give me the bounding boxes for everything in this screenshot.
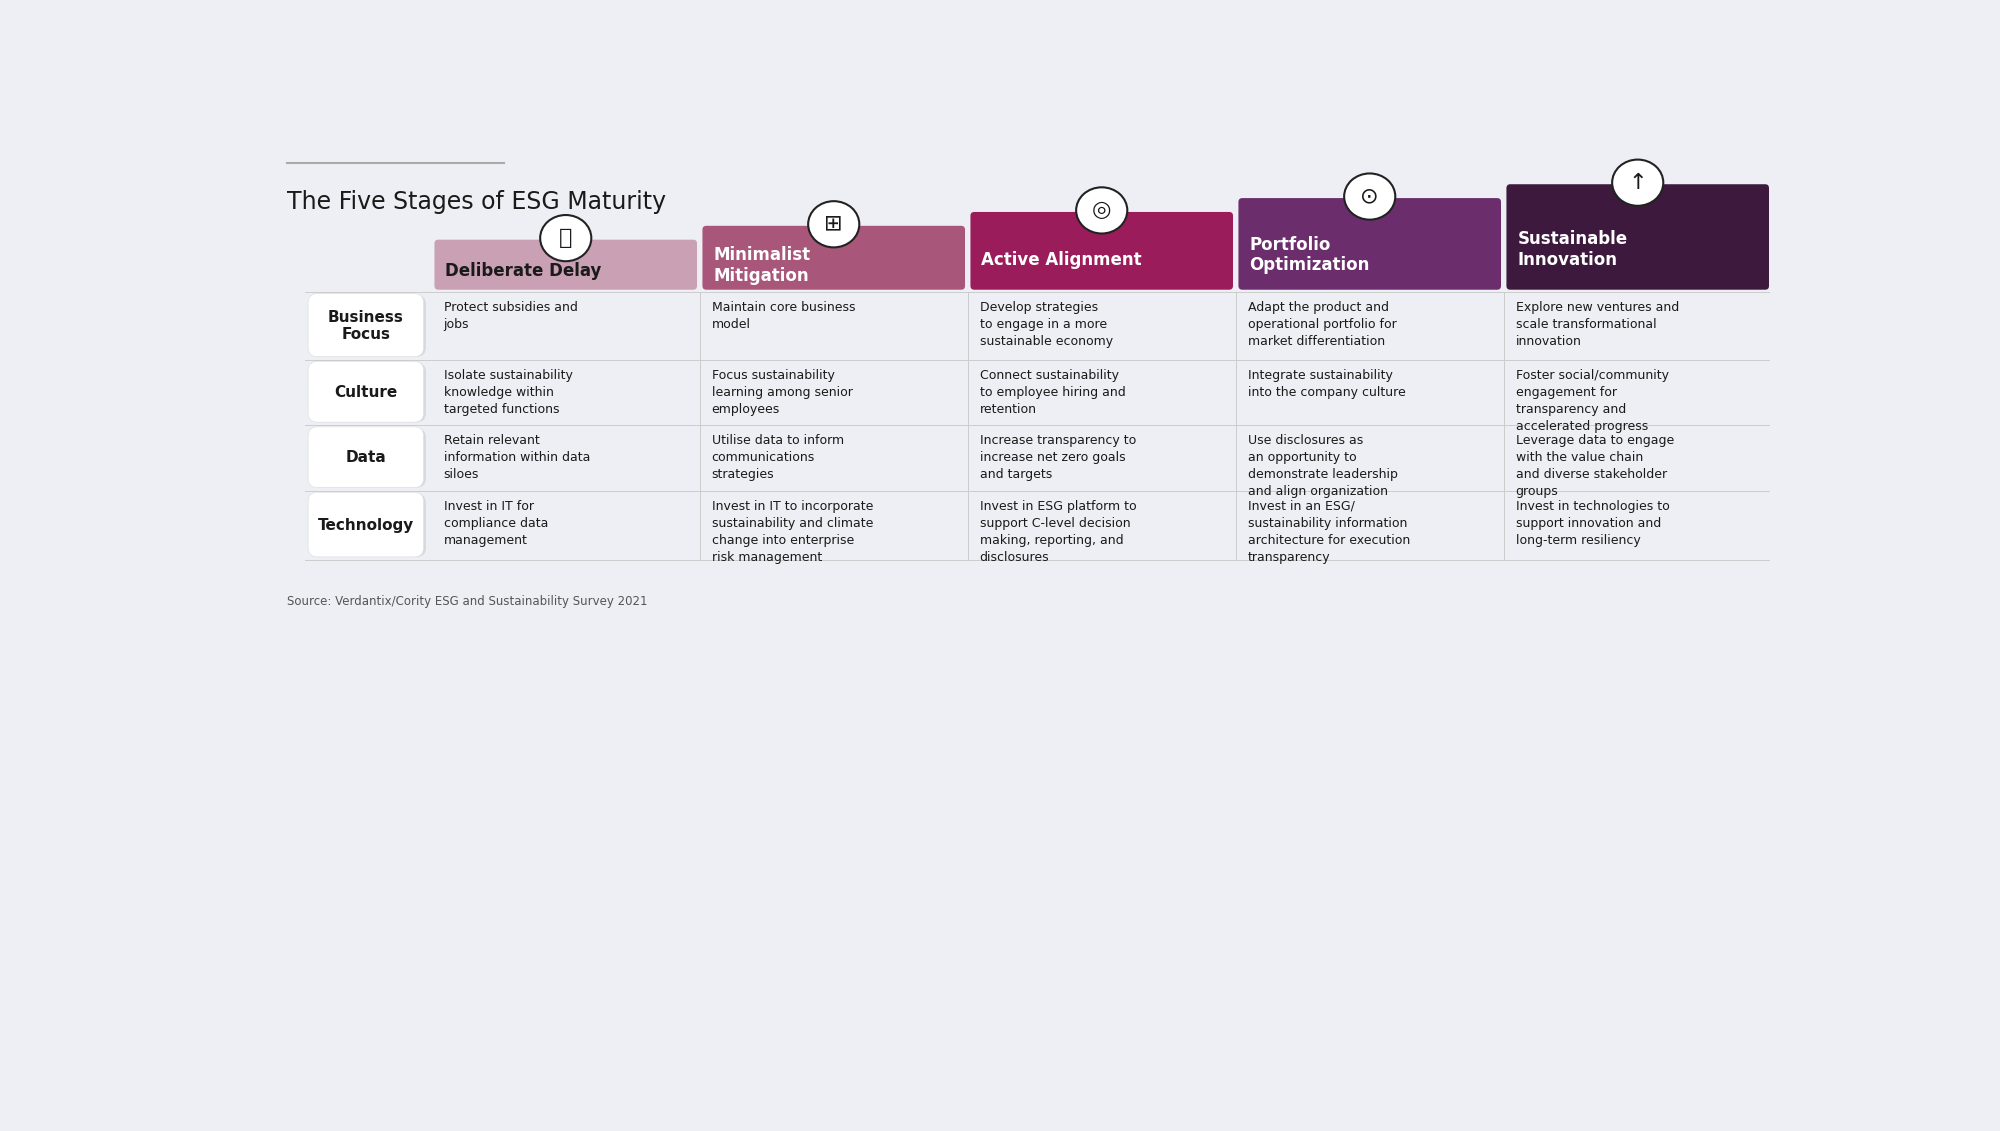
Text: Deliberate Delay: Deliberate Delay [446,261,602,279]
Ellipse shape [1612,159,1664,206]
FancyBboxPatch shape [308,361,424,422]
Text: Active Alignment: Active Alignment [982,251,1142,269]
Text: Protect subsidies and
jobs: Protect subsidies and jobs [444,301,578,331]
FancyBboxPatch shape [970,211,1234,290]
Ellipse shape [540,215,592,261]
Text: Invest in ESG platform to
support C-level decision
making, reporting, and
disclo: Invest in ESG platform to support C-leve… [980,500,1136,564]
Text: ⊞: ⊞ [824,214,844,234]
FancyBboxPatch shape [434,240,698,290]
Text: Source: Verdantix/Cority ESG and Sustainability Survey 2021: Source: Verdantix/Cority ESG and Sustain… [288,595,648,607]
Text: Focus sustainability
learning among senior
employees: Focus sustainability learning among seni… [712,369,852,416]
Text: Foster social/community
engagement for
transparency and
accelerated progress: Foster social/community engagement for t… [1516,369,1668,433]
FancyBboxPatch shape [308,426,424,487]
Text: Isolate sustainability
knowledge within
targeted functions: Isolate sustainability knowledge within … [444,369,572,416]
Text: Invest in an ESG/
sustainability information
architecture for execution
transpar: Invest in an ESG/ sustainability informa… [1248,500,1410,564]
Text: Data: Data [346,450,386,466]
Text: Business
Focus: Business Focus [328,310,404,342]
Text: ⧗: ⧗ [560,228,572,248]
Text: Integrate sustainability
into the company culture: Integrate sustainability into the compan… [1248,369,1406,399]
Text: Leverage data to engage
with the value chain
and diverse stakeholder
groups: Leverage data to engage with the value c… [1516,434,1674,499]
Text: The Five Stages of ESG Maturity: The Five Stages of ESG Maturity [288,190,666,214]
Text: Use disclosures as
an opportunity to
demonstrate leadership
and align organizati: Use disclosures as an opportunity to dem… [1248,434,1398,499]
FancyBboxPatch shape [310,429,426,487]
Text: Adapt the product and
operational portfolio for
market differentiation: Adapt the product and operational portfo… [1248,301,1396,348]
FancyBboxPatch shape [310,494,426,556]
Text: Culture: Culture [334,385,398,400]
Ellipse shape [1076,188,1128,233]
Text: Utilise data to inform
communications
strategies: Utilise data to inform communications st… [712,434,844,482]
Text: Sustainable
Innovation: Sustainable Innovation [1518,231,1628,269]
FancyBboxPatch shape [310,363,426,422]
Text: Invest in technologies to
support innovation and
long-term resiliency: Invest in technologies to support innova… [1516,500,1670,547]
Text: Retain relevant
information within data
siloes: Retain relevant information within data … [444,434,590,482]
Text: ↑: ↑ [1628,173,1648,192]
FancyBboxPatch shape [1506,184,1770,290]
Text: Increase transparency to
increase net zero goals
and targets: Increase transparency to increase net ze… [980,434,1136,482]
Text: Portfolio
Optimization: Portfolio Optimization [1250,235,1370,275]
FancyBboxPatch shape [702,226,966,290]
Text: Connect sustainability
to employee hiring and
retention: Connect sustainability to employee hirin… [980,369,1126,416]
Ellipse shape [808,201,860,248]
Text: Explore new ventures and
scale transformational
innovation: Explore new ventures and scale transform… [1516,301,1678,348]
Text: Invest in IT for
compliance data
management: Invest in IT for compliance data managem… [444,500,548,547]
Text: Maintain core business
model: Maintain core business model [712,301,856,331]
Text: Develop strategies
to engage in a more
sustainable economy: Develop strategies to engage in a more s… [980,301,1112,348]
FancyBboxPatch shape [308,294,424,356]
FancyBboxPatch shape [308,492,424,556]
Text: ◎: ◎ [1092,200,1112,221]
Ellipse shape [1344,173,1396,219]
Text: ⊙: ⊙ [1360,187,1380,207]
Text: Invest in IT to incorporate
sustainability and climate
change into enterprise
ri: Invest in IT to incorporate sustainabili… [712,500,874,564]
FancyBboxPatch shape [310,295,426,356]
FancyBboxPatch shape [1238,198,1502,290]
Text: Minimalist
Mitigation: Minimalist Mitigation [714,247,810,285]
Text: Technology: Technology [318,518,414,533]
